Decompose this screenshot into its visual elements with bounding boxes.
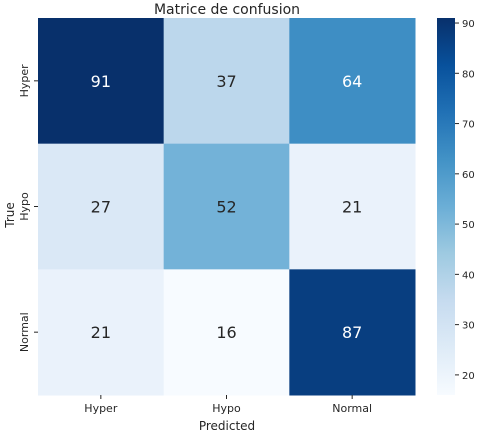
y-tick-label: Hypo: [18, 192, 31, 221]
chart-title: Matrice de confusion: [154, 2, 300, 18]
x-axis-label: Predicted: [199, 419, 255, 433]
y-tick-label: Hyper: [18, 64, 31, 98]
y-axis-ticks: Hyper Hypo Normal: [18, 64, 38, 352]
colorbar-tick-label: 20: [462, 371, 475, 382]
colorbar-tick-label: 40: [462, 270, 475, 281]
colorbar-tick-label: 80: [462, 69, 475, 80]
colorbar-gradient: [437, 18, 455, 395]
x-tick-label: Hyper: [84, 402, 118, 415]
y-axis-label: True: [3, 202, 17, 229]
x-axis-ticks: Hyper Hypo Normal: [84, 395, 372, 415]
x-tick-label: Hypo: [212, 402, 241, 415]
cell-value-label: 27: [91, 198, 111, 217]
cell-value-label: 91: [91, 72, 111, 91]
heatmap-cell: [289, 143, 416, 270]
heatmap-cell: [163, 18, 290, 145]
heatmap-cell: [289, 269, 416, 396]
colorbar-tick-label: 50: [462, 220, 475, 231]
cell-value-label: 21: [91, 323, 111, 342]
heatmap-cell: [38, 18, 165, 145]
heatmap-cell: [163, 143, 290, 270]
colorbar-tick-label: 70: [462, 120, 475, 131]
cell-value-label: 16: [216, 323, 236, 342]
cell-value-label: 21: [342, 198, 362, 217]
heatmap-cells: 91 37 64 27 52 21 21 16 87: [38, 18, 416, 396]
cell-value-label: 87: [342, 323, 362, 342]
cell-value-label: 64: [342, 72, 362, 91]
colorbar-tick-label: 30: [462, 321, 475, 332]
cell-value-label: 37: [216, 72, 236, 91]
colorbar: 20 30 40 50 60 70 80 90: [437, 18, 475, 395]
y-tick-label: Normal: [18, 312, 31, 352]
cell-value-label: 52: [216, 198, 236, 217]
heatmap-cell: [38, 269, 165, 396]
heatmap-cell: [38, 143, 165, 270]
colorbar-tick-label: 60: [462, 170, 475, 181]
colorbar-tick-label: 90: [462, 19, 475, 30]
heatmap-cell: [289, 18, 416, 145]
x-tick-label: Normal: [332, 402, 372, 415]
heatmap-cell: [163, 269, 290, 396]
